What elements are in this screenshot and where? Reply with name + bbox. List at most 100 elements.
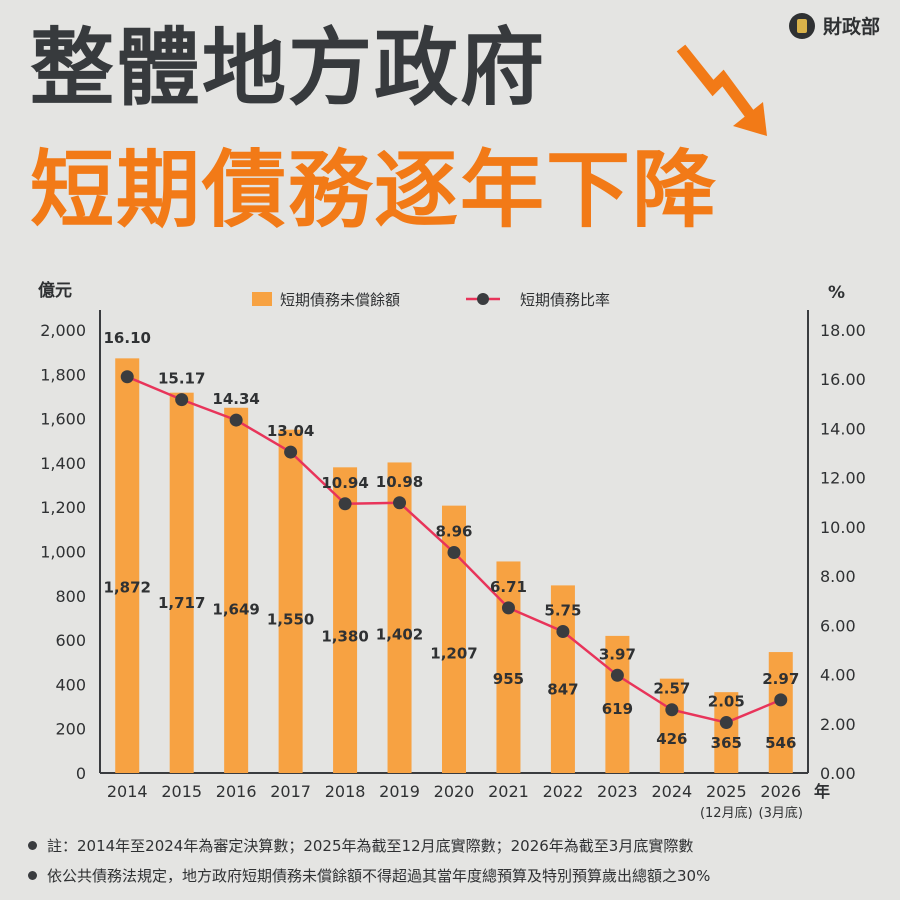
title-line-2: 短期債務逐年下降 xyxy=(30,141,719,239)
right-tick-label: 18.00 xyxy=(820,321,866,340)
bar-value-label: 1,402 xyxy=(376,625,423,643)
ratio-value-label: 2.05 xyxy=(708,693,745,711)
left-tick-label: 1,000 xyxy=(40,543,86,562)
ratio-value-label: 3.97 xyxy=(599,645,636,663)
x-tick-label: 2026 xyxy=(760,782,801,801)
bullet-icon xyxy=(28,870,37,880)
ratio-marker xyxy=(229,413,243,427)
ratio-value-label: 5.75 xyxy=(544,601,581,619)
bar-value-label: 546 xyxy=(765,734,796,752)
debt-chart: 億元 % 0 200 400 600 800 1,000 1,200 1,400 1,600 1,80… xyxy=(38,280,866,821)
ratio-value-label: 13.04 xyxy=(267,422,314,440)
bar xyxy=(169,392,194,773)
org-logo: 財政部 xyxy=(788,12,880,39)
ratio-marker xyxy=(610,668,624,682)
bar xyxy=(278,429,303,773)
title-line-1: 整體地方政府 xyxy=(30,19,547,117)
footnote-1: 註：2014年至2024年為審定決算數；2025年為截至12月底實際數；2026… xyxy=(28,830,710,860)
right-tick-label: 16.00 xyxy=(820,370,866,389)
right-tick-label: 14.00 xyxy=(820,419,866,438)
left-tick-label: 1,400 xyxy=(40,454,86,473)
x-tick-label: 2022 xyxy=(543,782,584,801)
x-tick-label: 2025 xyxy=(706,782,747,801)
ratio-marker xyxy=(665,703,679,717)
left-tick-label: 600 xyxy=(55,631,86,650)
x-tick-label: 2019 xyxy=(379,782,420,801)
legend-bar-label: 短期債務未償餘額 xyxy=(280,291,400,309)
left-tick-label: 800 xyxy=(55,587,86,606)
right-axis-unit: % xyxy=(828,283,845,303)
ratio-marker xyxy=(393,496,407,510)
footnote-2: 依公共債務法規定，地方政府短期債務未償餘額不得超過其當年度總預算及特別預算歲出總… xyxy=(28,860,710,890)
ministry-emblem-icon xyxy=(788,12,815,39)
legend-line-marker xyxy=(477,293,489,305)
right-tick-label: 0.00 xyxy=(820,764,856,783)
bar xyxy=(605,635,630,773)
org-name: 財政部 xyxy=(822,16,880,38)
right-tick-label: 12.00 xyxy=(820,469,866,488)
left-axis-unit: 億元 xyxy=(38,280,72,301)
ratio-value-label: 8.96 xyxy=(435,522,472,540)
ratio-value-label: 16.10 xyxy=(104,329,151,347)
left-tick-label: 200 xyxy=(55,720,86,739)
footnote-2-text: 依公共債務法規定，地方政府短期債務未償餘額不得超過其當年度總預算及特別預算歲出總… xyxy=(47,866,711,885)
bar xyxy=(115,358,140,773)
left-tick-label: 1,200 xyxy=(40,498,86,517)
ratio-marker xyxy=(284,445,298,459)
ratio-value-label: 15.17 xyxy=(158,370,205,388)
bullet-icon xyxy=(28,840,37,850)
ratio-marker xyxy=(120,370,134,384)
ratio-value-label: 10.94 xyxy=(321,474,368,492)
x-tick-label: 2014 xyxy=(107,782,148,801)
ratio-marker xyxy=(338,497,352,511)
bar-value-label: 426 xyxy=(656,730,687,748)
ratio-value-label: 2.97 xyxy=(762,670,799,688)
bar xyxy=(224,407,249,773)
ratio-marker xyxy=(175,393,189,407)
left-tick-label: 1,800 xyxy=(40,365,86,384)
x-tick-sublabel: (3月底) xyxy=(759,805,803,821)
legend-line-label: 短期債務比率 xyxy=(520,291,610,309)
ratio-value-label: 14.34 xyxy=(212,390,259,408)
ratio-value-label: 6.71 xyxy=(490,578,527,596)
bar xyxy=(387,462,412,773)
down-arrow-icon xyxy=(676,44,767,136)
bar xyxy=(714,692,739,773)
left-tick-label: 0 xyxy=(76,764,86,783)
x-tick-sublabel: (12月底) xyxy=(700,805,753,821)
bar xyxy=(768,652,793,773)
right-tick-label: 10.00 xyxy=(820,518,866,537)
ratio-value-label: 10.98 xyxy=(376,473,423,491)
right-tick-label: 6.00 xyxy=(820,616,856,635)
ratio-marker xyxy=(447,545,461,559)
legend-bar-swatch xyxy=(252,292,272,306)
bar-value-label: 365 xyxy=(711,734,742,752)
ratio-marker xyxy=(774,693,788,707)
left-tick-label: 2,000 xyxy=(40,321,86,340)
x-tick-label: 2018 xyxy=(325,782,366,801)
bar-value-label: 1,717 xyxy=(158,594,205,612)
bar xyxy=(496,561,521,773)
x-tick-label: 2023 xyxy=(597,782,638,801)
x-axis-unit: 年 xyxy=(814,782,830,801)
bar xyxy=(333,467,358,773)
x-tick-label: 2020 xyxy=(434,782,475,801)
left-tick-label: 400 xyxy=(55,675,86,694)
bar xyxy=(659,678,684,773)
right-tick-label: 4.00 xyxy=(820,666,856,685)
bar-value-label: 955 xyxy=(493,670,524,688)
bar-value-label: 1,550 xyxy=(267,611,314,629)
x-tick-label: 2021 xyxy=(488,782,529,801)
ratio-marker xyxy=(556,624,570,638)
ratio-marker xyxy=(719,716,733,730)
bar-value-label: 1,207 xyxy=(430,645,477,663)
x-tick-label: 2024 xyxy=(651,782,692,801)
ratio-marker xyxy=(501,601,515,615)
bar xyxy=(550,585,575,773)
footnotes: 註：2014年至2024年為審定決算數；2025年為截至12月底實際數；2026… xyxy=(28,830,710,890)
bar-value-label: 1,872 xyxy=(104,578,151,596)
left-tick-label: 1,600 xyxy=(40,410,86,429)
x-tick-label: 2015 xyxy=(161,782,202,801)
bar-value-label: 619 xyxy=(602,700,633,718)
right-tick-label: 2.00 xyxy=(820,715,856,734)
